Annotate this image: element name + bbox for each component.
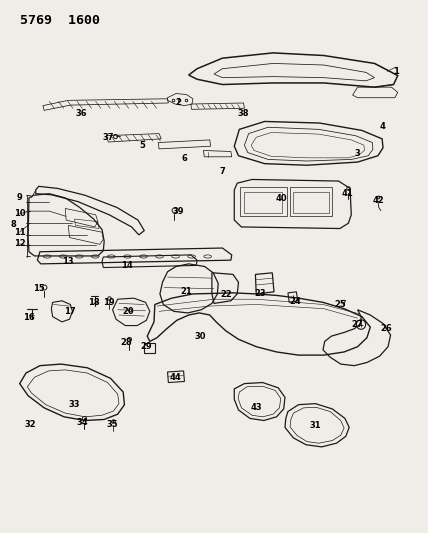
Text: 17: 17 bbox=[64, 307, 75, 316]
Text: 22: 22 bbox=[221, 290, 232, 299]
Text: 26: 26 bbox=[380, 324, 392, 333]
Text: 6: 6 bbox=[181, 154, 187, 163]
Text: 25: 25 bbox=[335, 300, 347, 309]
Text: 36: 36 bbox=[75, 109, 87, 118]
Text: 24: 24 bbox=[289, 297, 301, 306]
Text: 21: 21 bbox=[181, 287, 193, 296]
Text: 38: 38 bbox=[238, 109, 250, 118]
Text: 39: 39 bbox=[172, 207, 184, 216]
Text: 19: 19 bbox=[104, 298, 115, 307]
Text: 41: 41 bbox=[341, 189, 353, 198]
Text: 29: 29 bbox=[140, 342, 152, 351]
Text: 33: 33 bbox=[69, 400, 80, 409]
Text: 5: 5 bbox=[139, 141, 145, 150]
Text: 10: 10 bbox=[14, 209, 26, 218]
Text: 13: 13 bbox=[62, 257, 74, 266]
Text: 35: 35 bbox=[107, 420, 119, 429]
Text: 1: 1 bbox=[393, 67, 398, 76]
Text: 30: 30 bbox=[195, 332, 206, 341]
Text: 40: 40 bbox=[276, 195, 288, 204]
Text: 2: 2 bbox=[175, 99, 181, 108]
Text: 11: 11 bbox=[14, 228, 26, 237]
Text: 44: 44 bbox=[169, 373, 181, 382]
Text: 28: 28 bbox=[121, 338, 132, 348]
Text: 42: 42 bbox=[373, 196, 385, 205]
Text: 20: 20 bbox=[123, 307, 134, 316]
Text: 5769  1600: 5769 1600 bbox=[20, 14, 100, 27]
Text: 15: 15 bbox=[33, 284, 45, 293]
Text: 16: 16 bbox=[24, 313, 35, 322]
Text: 27: 27 bbox=[352, 320, 363, 329]
Text: 8: 8 bbox=[10, 220, 16, 229]
Text: 43: 43 bbox=[250, 403, 262, 412]
Text: 18: 18 bbox=[88, 298, 99, 307]
Text: 7: 7 bbox=[220, 167, 225, 176]
Text: 9: 9 bbox=[17, 193, 23, 203]
Text: 31: 31 bbox=[309, 421, 321, 430]
Text: 14: 14 bbox=[122, 261, 133, 270]
Text: 37: 37 bbox=[103, 133, 114, 142]
Text: 32: 32 bbox=[24, 420, 36, 429]
Text: 23: 23 bbox=[255, 289, 266, 298]
Text: 12: 12 bbox=[14, 239, 26, 248]
Text: 34: 34 bbox=[76, 417, 88, 426]
Text: 4: 4 bbox=[380, 122, 386, 131]
Text: 3: 3 bbox=[355, 149, 360, 158]
